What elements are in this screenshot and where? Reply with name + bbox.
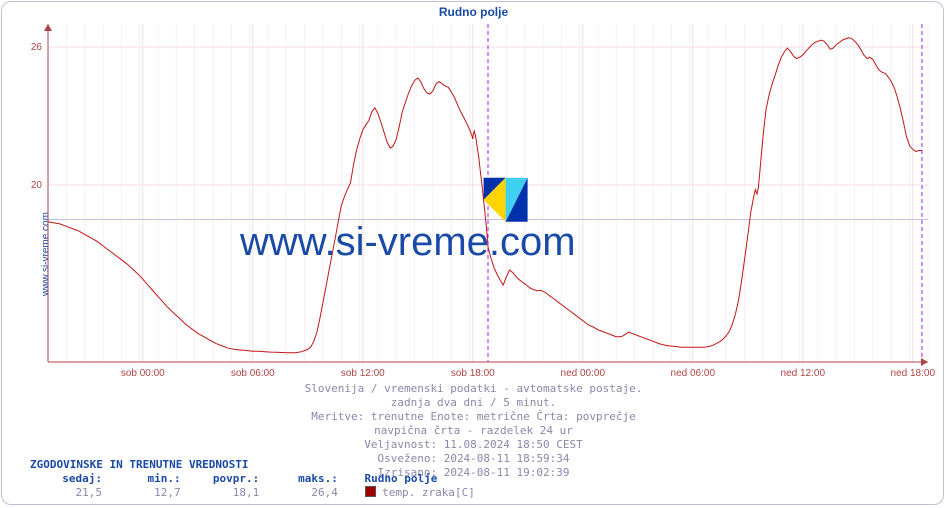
svg-text:20: 20 — [31, 180, 43, 191]
value-now: 21,5 — [30, 486, 102, 500]
meta-line: Veljavnost: 11.08.2024 18:50 CEST — [0, 438, 947, 452]
legend-swatch — [365, 486, 376, 497]
series-legend-text: temp. zraka[C] — [382, 486, 475, 499]
stats-values: 21,5 12,7 18,1 26,4 temp. zraka[C] — [30, 486, 475, 500]
svg-text:ned 00:00: ned 00:00 — [561, 368, 606, 379]
svg-text:ned 06:00: ned 06:00 — [671, 368, 716, 379]
stats-labels: sedaj: min.: povpr.: maks.: Rudno polje — [30, 472, 475, 486]
meta-line: navpična črta - razdelek 24 ur — [0, 424, 947, 438]
meta-line: Meritve: trenutne Enote: metrične Črta: … — [0, 410, 947, 424]
stats-footer: ZGODOVINSKE IN TRENUTNE VREDNOSTI sedaj:… — [30, 458, 475, 500]
meta-line: Slovenija / vremenski podatki - avtomats… — [0, 382, 947, 396]
svg-text:sob 00:00: sob 00:00 — [121, 368, 165, 379]
value-avg: 18,1 — [187, 486, 259, 500]
series-name: Rudno polje — [365, 472, 438, 486]
label-min: min.: — [109, 472, 181, 486]
svg-text:26: 26 — [31, 42, 43, 53]
series-legend-cell: temp. zraka[C] — [365, 486, 475, 500]
svg-text:sob 12:00: sob 12:00 — [341, 368, 385, 379]
stats-title: ZGODOVINSKE IN TRENUTNE VREDNOSTI — [30, 458, 475, 472]
label-avg: povpr.: — [187, 472, 259, 486]
svg-text:sob 06:00: sob 06:00 — [231, 368, 275, 379]
svg-text:ned 18:00: ned 18:00 — [891, 368, 936, 379]
svg-text:ned 12:00: ned 12:00 — [781, 368, 826, 379]
svg-text:sob 18:00: sob 18:00 — [451, 368, 495, 379]
meta-line: zadnja dva dni / 5 minut. — [0, 396, 947, 410]
label-now: sedaj: — [30, 472, 102, 486]
label-max: maks.: — [266, 472, 338, 486]
value-min: 12,7 — [109, 486, 181, 500]
value-max: 26,4 — [266, 486, 338, 500]
